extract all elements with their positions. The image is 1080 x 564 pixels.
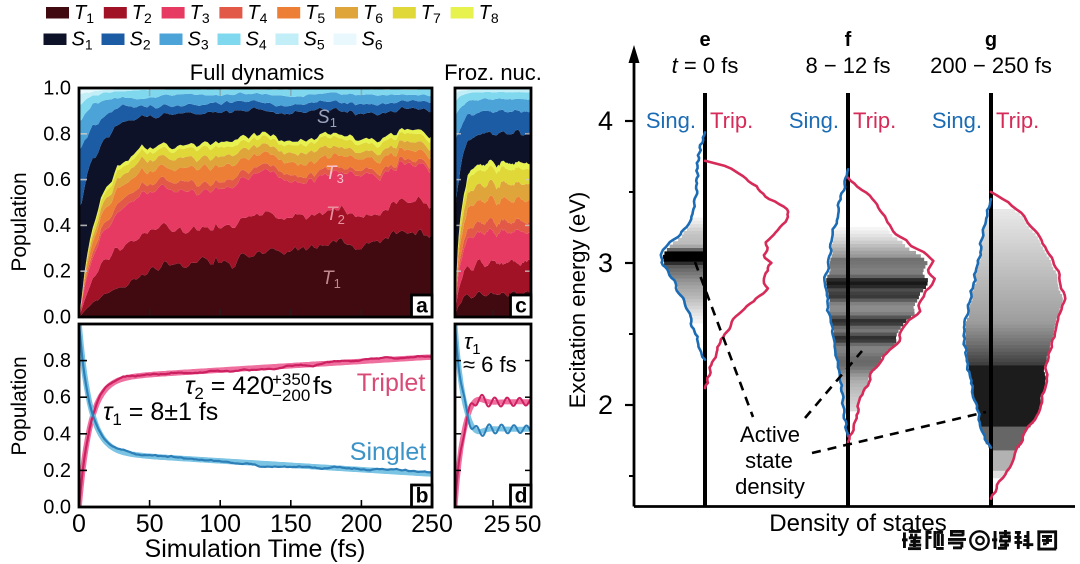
svg-text:Trip.: Trip. xyxy=(996,108,1039,133)
svg-text:Population: Population xyxy=(8,172,31,271)
svg-text:Trip.: Trip. xyxy=(853,108,896,133)
svg-text:−200: −200 xyxy=(272,386,310,405)
svg-text:Active: Active xyxy=(740,422,800,447)
svg-text:0.8: 0.8 xyxy=(43,350,71,372)
svg-text:250: 250 xyxy=(411,510,453,538)
svg-text:0.4: 0.4 xyxy=(43,423,71,445)
svg-text:f: f xyxy=(845,29,852,51)
svg-text:100: 100 xyxy=(199,510,241,538)
svg-text:0.6: 0.6 xyxy=(43,169,71,191)
svg-text:d: d xyxy=(515,485,528,508)
svg-text:Sing.: Sing. xyxy=(646,108,696,133)
svg-text:≈ 6 fs: ≈ 6 fs xyxy=(463,352,517,377)
svg-text:Sing.: Sing. xyxy=(932,108,982,133)
svg-text:Sing.: Sing. xyxy=(789,108,839,133)
svg-text:Population: Population xyxy=(8,356,31,455)
svg-text:t = 0 fs: t = 0 fs xyxy=(672,53,739,78)
svg-text:0.2: 0.2 xyxy=(43,261,71,283)
svg-text:0.6: 0.6 xyxy=(43,387,71,409)
svg-text:4: 4 xyxy=(598,106,613,136)
svg-text:200 − 250 fs: 200 − 250 fs xyxy=(930,53,1052,78)
svg-text:Froz. nuc.: Froz. nuc. xyxy=(444,60,542,85)
svg-text:0.8: 0.8 xyxy=(43,123,71,145)
svg-text:c: c xyxy=(515,295,527,318)
svg-text:state: state xyxy=(745,448,793,473)
svg-text:Density of states: Density of states xyxy=(769,510,946,537)
svg-text:0.2: 0.2 xyxy=(43,460,71,482)
svg-text:Triplet: Triplet xyxy=(357,369,426,397)
svg-text:150: 150 xyxy=(270,510,312,538)
svg-text:g: g xyxy=(985,29,997,51)
svg-text:8 − 12 fs: 8 − 12 fs xyxy=(805,53,890,78)
svg-text:Simulation Time (fs): Simulation Time (fs) xyxy=(145,535,366,563)
svg-text:Singlet: Singlet xyxy=(350,438,426,466)
svg-text:25: 25 xyxy=(484,511,511,538)
svg-text:200: 200 xyxy=(341,510,383,538)
svg-text:b: b xyxy=(416,485,429,508)
svg-text:τ1 = 8±1 fs: τ1 = 8±1 fs xyxy=(103,398,218,429)
svg-text:0.0: 0.0 xyxy=(43,497,71,519)
svg-text:+350: +350 xyxy=(272,370,310,389)
svg-text:e: e xyxy=(699,29,710,51)
svg-text:50: 50 xyxy=(136,510,164,538)
svg-text:1.0: 1.0 xyxy=(43,78,71,100)
svg-text:0.0: 0.0 xyxy=(43,307,71,329)
svg-text:0.4: 0.4 xyxy=(43,215,71,237)
svg-text:fs: fs xyxy=(313,372,332,400)
svg-text:density: density xyxy=(735,474,805,499)
svg-text:a: a xyxy=(416,295,428,318)
svg-text:Trip.: Trip. xyxy=(710,108,753,133)
svg-text:3: 3 xyxy=(598,248,613,278)
svg-text:2: 2 xyxy=(598,390,613,420)
svg-text:50: 50 xyxy=(515,511,542,538)
svg-text:Excitation energy (eV): Excitation energy (eV) xyxy=(565,192,590,408)
svg-text:Full dynamics: Full dynamics xyxy=(190,60,324,85)
svg-text:0: 0 xyxy=(72,510,86,538)
